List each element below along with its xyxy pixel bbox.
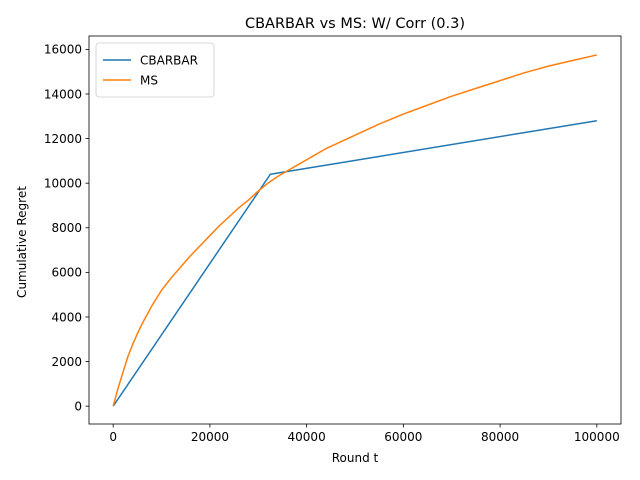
series-line-cbarbar [112,119,597,407]
x-tick-label: 80000 [481,430,519,444]
legend-label: MS [140,73,158,87]
y-tick-label: 12000 [44,132,82,146]
y-axis-label: Cumulative Regret [15,186,29,298]
plot-marks [112,54,597,407]
y-tick-label: 6000 [51,266,82,280]
x-tick-label: 40000 [288,430,326,444]
x-axis-label: Round t [332,451,379,465]
y-tick-label: 2000 [51,355,82,369]
plot-frame [88,35,622,425]
y-tick-label: 8000 [51,221,82,235]
x-tick-label: 0 [109,430,117,444]
legend-box [95,42,215,98]
y-tick-label: 0 [74,399,82,413]
axes: 0 20000 40000 60000 80000 100000 0 2000 4000 6000… [44,35,622,444]
legend-label: CBARBAR [140,53,198,67]
y-tick-label: 14000 [44,87,82,101]
series-line-ms [112,54,597,407]
x-tick-label: 60000 [384,430,422,444]
y-tick-label: 4000 [51,310,82,324]
y-tick-label: 10000 [44,176,82,190]
legend: CBARBAR MS [95,42,215,98]
chart-title: CBARBAR vs MS: W/ Corr (0.3) [245,16,465,32]
x-tick-label: 100000 [574,430,620,444]
x-tick-label: 20000 [191,430,229,444]
y-tick-label: 16000 [44,43,82,57]
